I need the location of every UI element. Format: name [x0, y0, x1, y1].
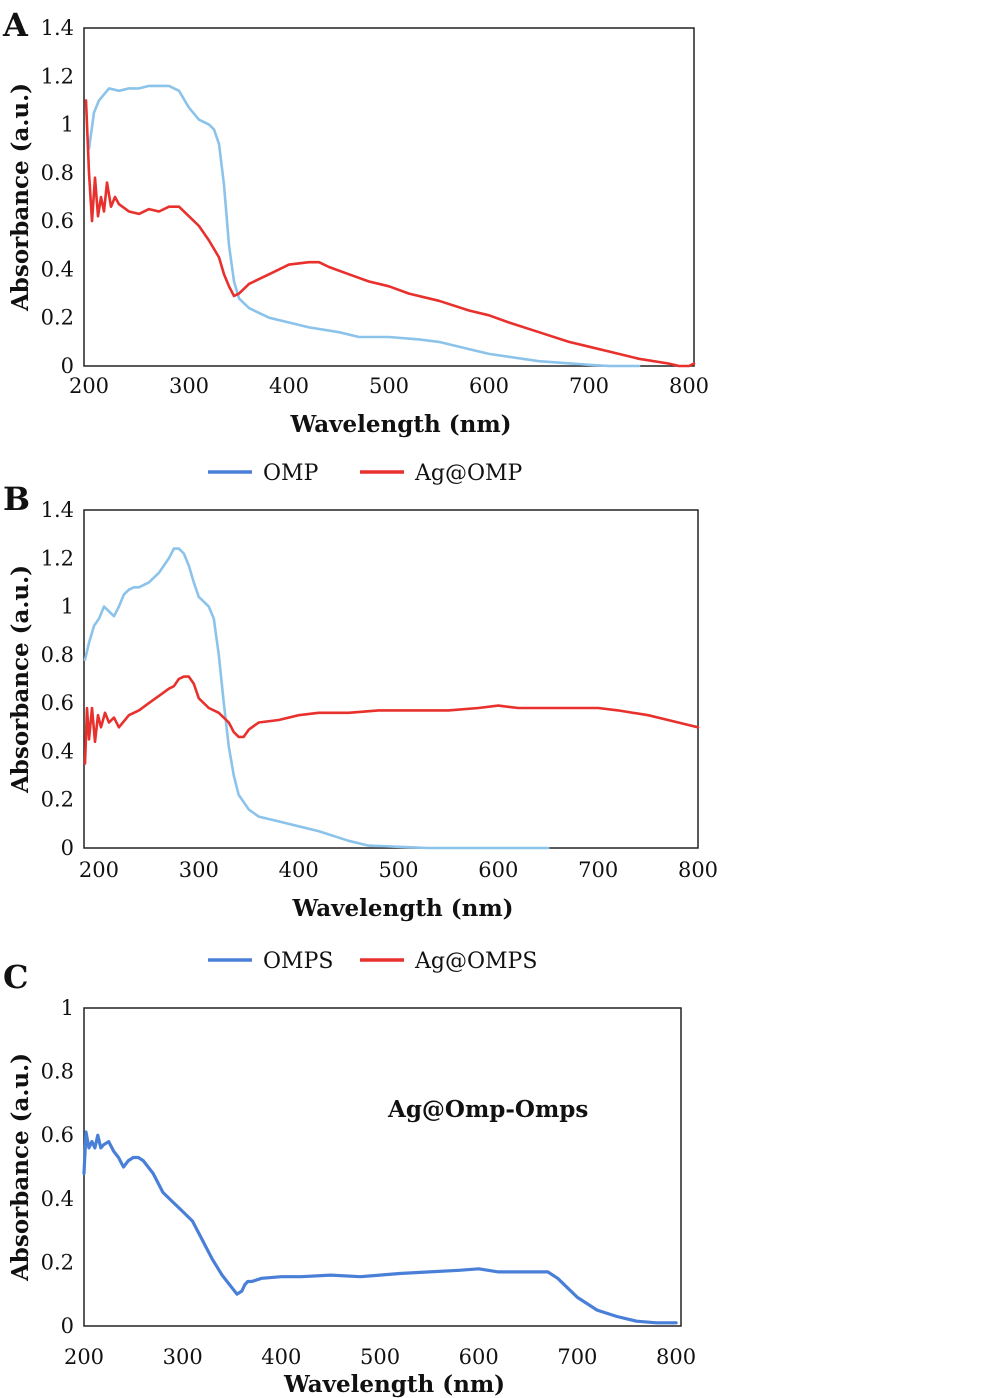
y-tick-label: 0: [61, 1314, 74, 1338]
plot-frame: [83, 1007, 682, 1327]
y-tick-label: 1.4: [41, 498, 74, 522]
y-tick-label: 0.8: [41, 1060, 74, 1084]
series-line-absorbance: [82, 1130, 678, 1325]
x-tick-label: 400: [279, 858, 319, 882]
panel-b: B 0 0.2 0.4 0.6 0.8 1 1.2 1.4 200 300 400 500 600 700…: [3, 480, 718, 974]
panel-letter-c: C: [3, 958, 28, 996]
panel-c: C 0 0.2 0.4 0.6 0.8 1 200 300 400 500 600 700 800 Wav…: [3, 958, 696, 1398]
y-tick-label: 0: [61, 836, 74, 860]
x-tick-label: 300: [169, 374, 209, 398]
plot-frame: [83, 509, 699, 849]
y-tick-label: 0.2: [41, 1250, 74, 1274]
x-tick-label: 200: [79, 858, 119, 882]
legend-label: OMP: [263, 461, 319, 486]
x-tick-label: 800: [678, 858, 718, 882]
y-tick-label: 0: [61, 354, 74, 378]
x-tick-label: 300: [163, 1345, 203, 1369]
series-line-ag-omp: [84, 99, 696, 368]
y-tick-label: 1: [61, 113, 74, 137]
y-tick-label: 0.6: [41, 1123, 74, 1147]
panel-letter-b: B: [3, 480, 30, 518]
y-axis-title: Absorbance (a.u.): [7, 83, 34, 312]
x-axis-title: Wavelength (nm): [291, 895, 513, 922]
plot-frame: [83, 27, 695, 367]
legend-label: Ag@OMPS: [414, 949, 537, 974]
y-tick-label: 0.2: [41, 306, 74, 330]
y-tick-label: 0.4: [41, 1187, 74, 1211]
legend-label: OMPS: [263, 949, 333, 974]
panel-letter-a: A: [2, 6, 29, 44]
y-tick-label: 0.6: [41, 209, 74, 233]
y-tick-label: 0.2: [41, 788, 74, 812]
x-tick-label: 200: [64, 1345, 104, 1369]
y-tick-label: 0.4: [41, 257, 74, 281]
y-axis-title: Absorbance (a.u.): [7, 565, 34, 794]
x-tick-label: 600: [459, 1345, 499, 1369]
x-tick-label: 400: [269, 374, 309, 398]
x-tick-label: 800: [669, 374, 709, 398]
series-line-ag-omps: [83, 675, 700, 765]
y-axis-title: Absorbance (a.u.): [7, 1053, 34, 1282]
y-tick-label: 0.6: [41, 691, 74, 715]
x-axis-title: Wavelength (nm): [283, 1371, 505, 1398]
x-tick-label: 500: [360, 1345, 400, 1369]
y-tick-label: 0.8: [41, 161, 74, 185]
x-tick-label: 500: [378, 858, 418, 882]
x-tick-label: 200: [69, 374, 109, 398]
legend-label: Ag@OMP: [414, 461, 523, 486]
x-tick-label: 600: [469, 374, 509, 398]
x-tick-label: 500: [369, 374, 409, 398]
y-tick-label: 1.2: [41, 64, 74, 88]
chart-annotation: Ag@Omp-Omps: [387, 1096, 588, 1123]
x-tick-label: 700: [557, 1345, 597, 1369]
x-tick-label: 600: [478, 858, 518, 882]
y-tick-label: 0.8: [41, 643, 74, 667]
series-line-omps: [83, 547, 550, 850]
y-tick-label: 0.4: [41, 739, 74, 763]
x-tick-label: 300: [179, 858, 219, 882]
y-tick-label: 1.4: [41, 16, 74, 40]
series-line-omp: [87, 84, 641, 368]
x-axis-title: Wavelength (nm): [289, 411, 511, 438]
panel-a: A 0 0.2 0.4 0.6 0.8 1 1.2 1.4 200 300 400 500 600 700…: [2, 6, 709, 486]
y-tick-label: 1: [61, 595, 74, 619]
x-tick-label: 700: [569, 374, 609, 398]
x-tick-label: 800: [656, 1345, 696, 1369]
y-tick-label: 1: [61, 996, 74, 1020]
x-tick-label: 700: [578, 858, 618, 882]
y-tick-label: 1.2: [41, 546, 74, 570]
x-tick-label: 400: [261, 1345, 301, 1369]
